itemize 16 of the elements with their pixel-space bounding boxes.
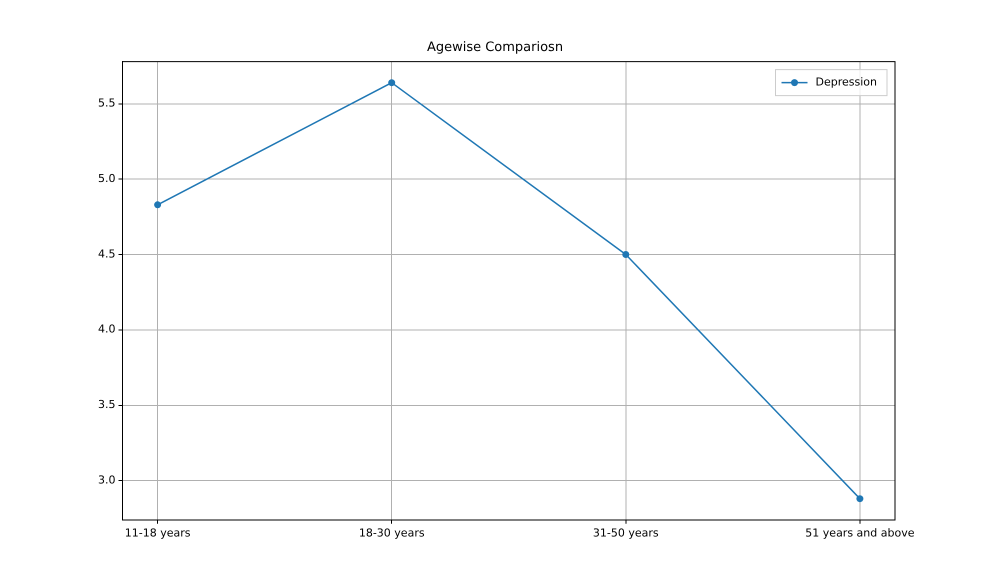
point <box>388 79 396 86</box>
y-tick-label: 3.5 <box>98 398 116 412</box>
y-tick-label: 5.0 <box>98 172 116 186</box>
x-tick-label: 18-30 years <box>358 526 425 540</box>
legend-label: Depression <box>816 75 878 88</box>
point <box>856 495 864 502</box>
x-tick-label: 11-18 years <box>124 526 191 540</box>
point <box>622 251 630 258</box>
y-tick-label: 5.5 <box>98 96 116 110</box>
y-tick-label: 4.5 <box>98 247 116 260</box>
chart-title: Agewise Compariosn <box>426 40 564 56</box>
point <box>154 201 162 208</box>
x-tick-label: 31-50 years <box>592 526 659 540</box>
y-tick-label: 4.0 <box>98 322 116 336</box>
y-tick-label: 3.0 <box>98 473 116 486</box>
x-tick-label: 51 years and above <box>805 526 915 540</box>
